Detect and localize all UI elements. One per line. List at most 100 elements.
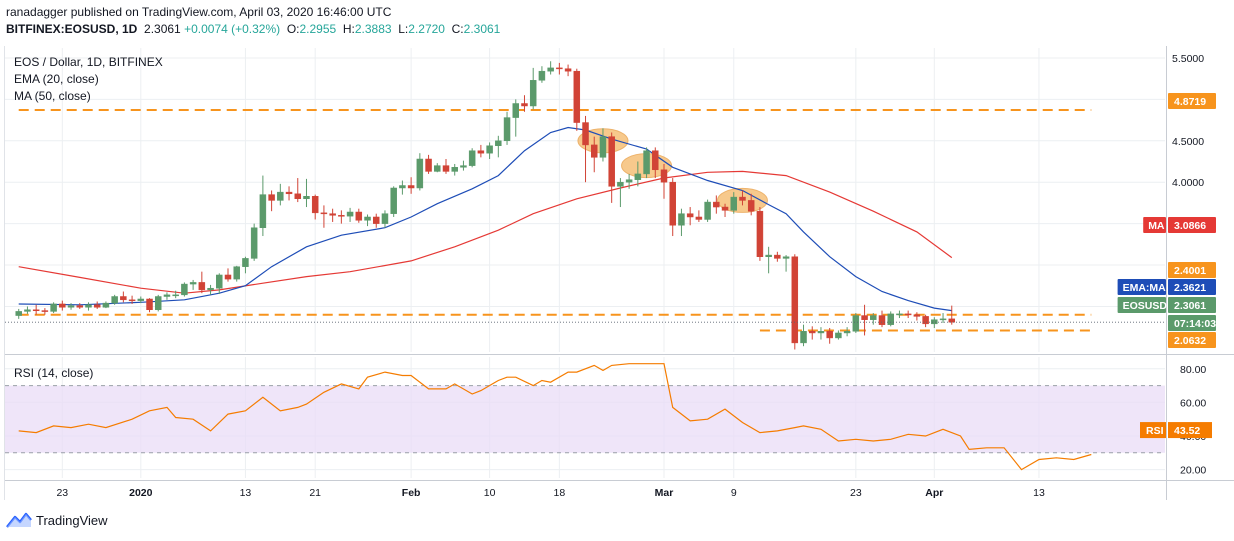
price-tag-name: EMA:MA	[1123, 282, 1167, 294]
candle	[791, 254, 799, 350]
candle-body	[495, 140, 502, 146]
time-tick-label: Mar	[655, 487, 674, 499]
candle	[259, 175, 267, 237]
candle	[826, 327, 833, 344]
candle	[242, 256, 249, 274]
candle	[660, 163, 668, 199]
candle-body	[922, 316, 929, 325]
candle	[695, 210, 703, 222]
candle-body	[686, 213, 694, 218]
candle	[137, 296, 145, 304]
candle-body	[747, 200, 755, 212]
candle-body	[599, 136, 607, 158]
candle-body	[67, 305, 75, 308]
candle-body	[102, 302, 110, 308]
candle-body	[303, 196, 310, 200]
candle-body	[451, 167, 458, 172]
candle-body	[896, 313, 903, 316]
candle	[15, 308, 22, 319]
candle	[547, 61, 554, 75]
candle	[425, 154, 432, 174]
candle	[634, 161, 642, 187]
candle-body	[425, 158, 432, 172]
candle	[643, 147, 650, 179]
candle-body	[817, 331, 825, 334]
candle	[486, 142, 493, 159]
candle-body	[739, 196, 746, 201]
candle	[67, 303, 75, 310]
candle-body	[242, 258, 249, 267]
candle	[896, 310, 903, 319]
candle	[852, 313, 860, 333]
candle-body	[207, 287, 214, 291]
candle-body	[643, 150, 650, 175]
candle	[434, 163, 441, 173]
price-tag: 07:14:03	[1168, 315, 1216, 331]
candle	[939, 313, 947, 324]
candle-body	[939, 318, 947, 321]
price-tick-label: 4.0000	[1172, 177, 1204, 189]
candle-body	[407, 185, 415, 189]
candle	[111, 294, 118, 305]
candle	[320, 205, 328, 228]
candle-body	[346, 211, 354, 217]
candle	[198, 271, 206, 294]
tradingview-branding[interactable]: TradingView	[6, 512, 108, 528]
candle-body	[852, 315, 860, 332]
candle-body	[765, 254, 772, 257]
candle-body	[468, 150, 476, 166]
candle	[495, 135, 502, 158]
candle-body	[50, 303, 57, 312]
candle-body	[163, 294, 171, 297]
candle-body	[808, 331, 816, 334]
candle	[521, 95, 528, 112]
candle	[669, 178, 676, 237]
change-value: +0.0074 (+0.32%)	[184, 22, 281, 36]
candle	[59, 300, 66, 311]
candle-body	[15, 311, 22, 316]
candle-body	[111, 296, 118, 304]
candle-body	[564, 68, 572, 72]
time-tick-label: 23	[56, 487, 68, 499]
candle	[146, 298, 153, 313]
candle-body	[538, 70, 546, 81]
candle-body	[486, 145, 493, 154]
candle	[189, 279, 197, 290]
ema-legend: EMA (20, close)	[14, 72, 99, 86]
candle	[817, 327, 825, 340]
candle	[338, 210, 345, 224]
candle-body	[250, 227, 258, 259]
price-tag-name: EOSUSD	[1123, 300, 1168, 312]
price-tag-bg	[1168, 332, 1216, 348]
candle	[24, 306, 31, 314]
price-tag: 2.0632	[1168, 332, 1216, 348]
candle-body	[76, 305, 84, 308]
candle-body	[137, 298, 145, 301]
close-label: C:	[451, 22, 464, 36]
candle-body	[843, 331, 851, 334]
price-tag-name: MA	[1148, 220, 1165, 232]
candle-body	[835, 332, 842, 339]
candle-body	[573, 70, 581, 123]
ma-50-line	[18, 170, 953, 294]
candle-body	[381, 213, 389, 224]
candle	[311, 194, 319, 220]
candle-body	[756, 210, 764, 257]
candle	[346, 207, 354, 222]
candle	[599, 128, 607, 162]
price-tag-value: 2.0632	[1174, 335, 1206, 347]
candle-body	[608, 136, 615, 187]
time-tick-label: 21	[309, 487, 321, 499]
candle	[224, 268, 232, 282]
candle-body	[146, 298, 153, 311]
candle-body	[721, 206, 729, 211]
candle-body	[948, 318, 956, 323]
candle-body	[364, 216, 371, 221]
candle-body	[416, 158, 424, 189]
candle-body	[678, 213, 685, 226]
candle-body	[285, 191, 293, 195]
candle	[870, 313, 877, 325]
rsi-line	[18, 363, 1092, 471]
rsi-legend: RSI (14, close)	[14, 366, 94, 380]
